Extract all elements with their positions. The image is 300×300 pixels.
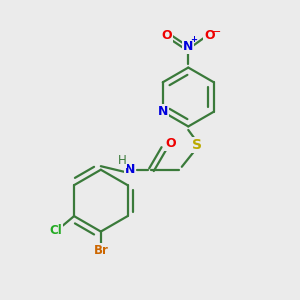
Text: H: H: [118, 154, 126, 167]
Text: N: N: [125, 163, 136, 176]
Text: O: O: [204, 29, 215, 42]
Text: O: O: [161, 29, 172, 42]
Text: S: S: [192, 138, 202, 152]
Text: N: N: [183, 40, 194, 53]
Text: Br: Br: [93, 244, 108, 257]
Text: N: N: [158, 105, 168, 118]
Text: −: −: [212, 27, 221, 37]
Text: +: +: [190, 35, 197, 44]
Text: Cl: Cl: [50, 224, 62, 237]
Text: O: O: [165, 137, 175, 150]
